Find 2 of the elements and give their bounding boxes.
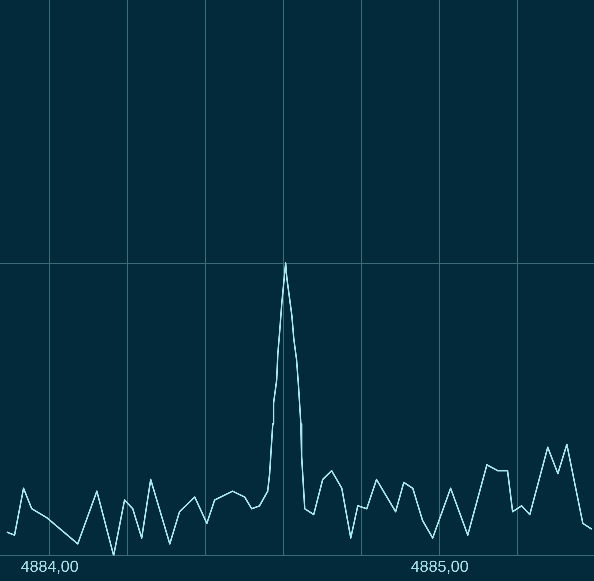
x-tick-label: 4885,00: [411, 558, 469, 576]
x-tick-label: 4884,00: [21, 558, 79, 576]
